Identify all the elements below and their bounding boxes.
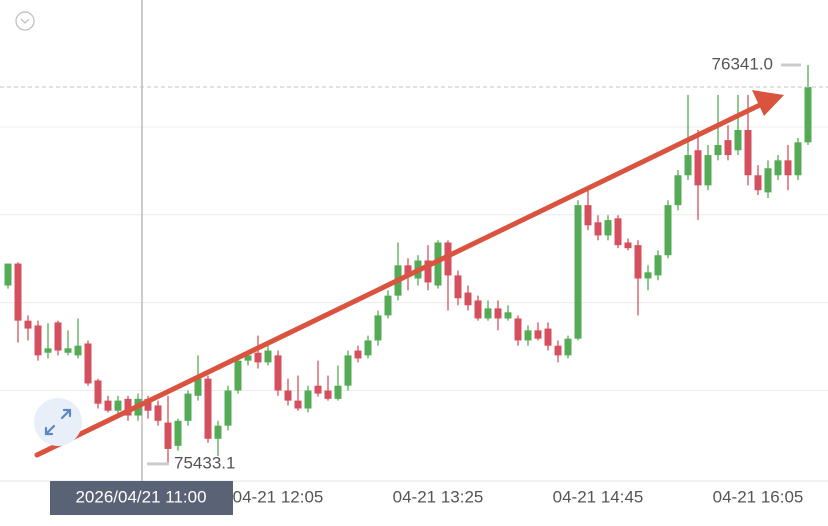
candle-body (444, 242, 452, 276)
candle-body (794, 142, 802, 176)
candle-body (514, 318, 522, 341)
candle-body (24, 320, 32, 329)
candle-body (614, 218, 622, 246)
candle-body (354, 350, 362, 359)
candle-body (644, 272, 652, 279)
x-tick-label: 04-21 13:25 (393, 487, 484, 506)
candle-body (744, 130, 752, 176)
crosshair-label-box (50, 481, 233, 515)
crosshair-label: 2026/04/21 11:00 (75, 487, 206, 506)
expand-button[interactable] (34, 398, 82, 446)
candle-body (684, 155, 692, 176)
candle-body (194, 378, 202, 396)
overlay: 76341.0 75433.1 (0, 54, 828, 472)
candle-body (144, 398, 152, 411)
candle-body (504, 312, 512, 319)
candle-body (594, 222, 602, 236)
candle-body (764, 168, 772, 193)
candle-body (564, 338, 572, 356)
candle-body (264, 350, 272, 363)
candle-body (384, 295, 392, 316)
arrow-head (752, 90, 784, 116)
candle-body (64, 348, 72, 353)
candle-body (654, 255, 662, 276)
candle-body (784, 160, 792, 176)
candle-body (404, 265, 412, 276)
candle-body (464, 292, 472, 306)
candle-body (534, 330, 542, 339)
candle-body (184, 393, 192, 421)
candle-body (524, 330, 532, 341)
candle-body (124, 398, 132, 416)
candle-body (484, 308, 492, 319)
candle-body (584, 205, 592, 226)
candle-body (4, 263, 12, 286)
candle-body (804, 86, 812, 143)
candle-body (344, 355, 352, 386)
candle-body (34, 325, 42, 356)
candle-body (624, 242, 632, 249)
candle-body (454, 275, 462, 299)
candle-body (104, 400, 112, 411)
candle-body (674, 175, 682, 206)
candle-body (244, 355, 252, 361)
candle-body (294, 400, 302, 409)
candle-body (274, 355, 282, 391)
low-label: 75433.1 (174, 453, 235, 472)
candle-body (94, 380, 102, 404)
collapse-button[interactable] (15, 11, 35, 31)
x-tick-label: 04-21 12:05 (233, 487, 324, 506)
candle-body (84, 343, 92, 384)
trend-line (34, 101, 765, 458)
candle-body (734, 130, 742, 151)
candle-body (724, 140, 732, 156)
candle-body (574, 205, 582, 339)
trend-arrow (34, 90, 784, 458)
candle-body (714, 144, 722, 156)
candle-body (774, 160, 782, 176)
x-tick-label: 04-21 16:05 (713, 487, 804, 506)
candle-body (664, 205, 672, 256)
candle-body (164, 422, 172, 449)
candle-body (474, 300, 482, 319)
candle-body (74, 345, 82, 356)
candle-body (44, 348, 52, 353)
candle-body (634, 245, 642, 279)
candle-body (374, 315, 382, 341)
candle-body (234, 360, 242, 391)
candle-body (14, 263, 22, 321)
candle-body (174, 420, 182, 446)
candle-body (434, 242, 442, 286)
candle-body (554, 345, 562, 356)
candle-body (364, 340, 372, 356)
candle-body (754, 175, 762, 191)
candle-body (324, 390, 332, 399)
candle-body (54, 322, 62, 351)
candle-body (214, 425, 222, 439)
candle-body (494, 308, 502, 319)
grid (0, 126, 828, 392)
candle-body (544, 328, 552, 346)
candle-body (604, 220, 612, 236)
candle-body (224, 390, 232, 426)
candle-body (114, 400, 122, 411)
candle-body (334, 385, 342, 399)
x-tick-label: 04-21 14:45 (553, 487, 644, 506)
candle-body (424, 260, 432, 283)
candle-body (204, 378, 212, 439)
candle-body (154, 405, 162, 421)
candle-body (704, 155, 712, 186)
candle-body (314, 385, 322, 394)
high-label: 76341.0 (712, 54, 773, 73)
candle-body (694, 150, 702, 186)
candle-body (254, 352, 262, 363)
candle-body (284, 390, 292, 401)
candle-body (304, 390, 312, 409)
